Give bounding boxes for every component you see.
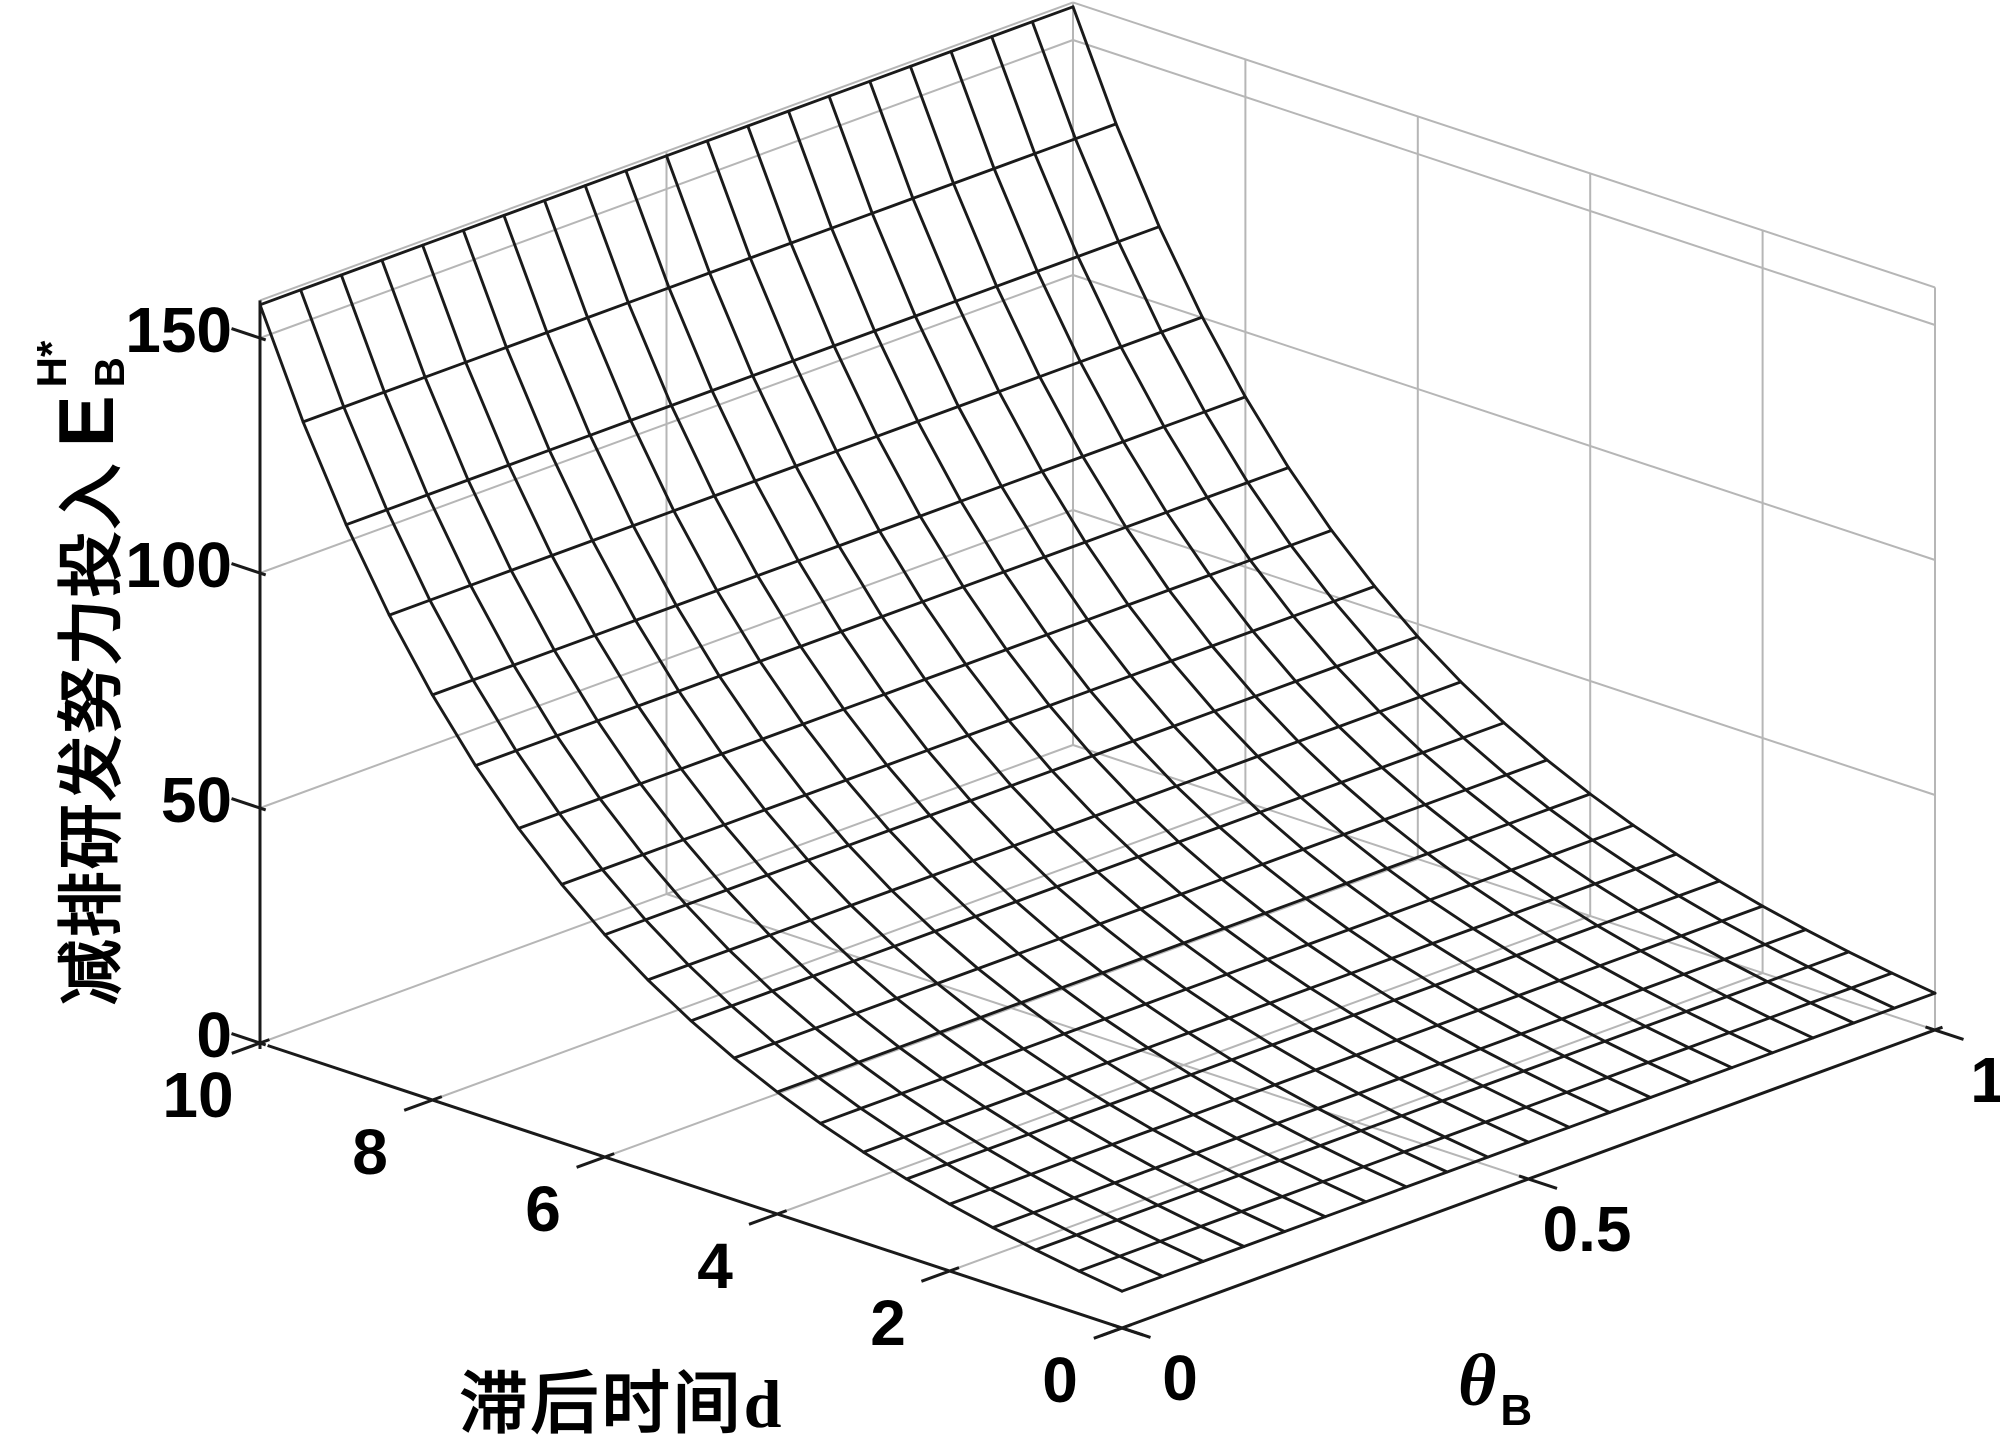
mesh-line-constant-d bbox=[775, 792, 1592, 1094]
y-axis-title: θB bbox=[1458, 1344, 1532, 1433]
theta-tick-label: 1 bbox=[1970, 1044, 2000, 1116]
mesh-line-constant-theta bbox=[299, 288, 1165, 1278]
theta-tick-label: 0 bbox=[1162, 1342, 1198, 1414]
d-tick bbox=[403, 1095, 443, 1112]
z-axis-title-superscript: H* bbox=[28, 340, 75, 388]
wall-top-edge-right bbox=[1072, 1, 1936, 289]
z-tick-label: 50 bbox=[161, 764, 232, 836]
mesh-wireframe bbox=[258, 5, 1937, 1293]
d-tick bbox=[920, 1266, 960, 1283]
wall-gridline-z bbox=[1072, 274, 1936, 561]
z-tick-label: 0 bbox=[196, 999, 232, 1071]
mesh-line-constant-d bbox=[732, 758, 1549, 1060]
d-tick bbox=[748, 1209, 788, 1226]
d-tick bbox=[231, 1038, 270, 1055]
mesh-line-constant-d bbox=[689, 721, 1506, 1023]
z-tick-label: 150 bbox=[125, 294, 232, 366]
mesh-line-constant-d bbox=[258, 5, 1075, 307]
z-tick bbox=[231, 562, 267, 577]
mesh-line-constant-theta bbox=[258, 303, 1124, 1293]
wall-gridline-z bbox=[1072, 39, 1936, 326]
mesh-line-constant-d bbox=[861, 852, 1678, 1154]
d-tick-label: 10 bbox=[162, 1059, 233, 1131]
floor-right-edge bbox=[1072, 744, 1936, 1031]
tick-labels: 0 50 100 150 10 8 6 4 2 0 0 0.5 1 bbox=[125, 294, 2000, 1416]
mesh-line-constant-d bbox=[948, 904, 1765, 1206]
x-axis-title: 滞后时间d bbox=[459, 1366, 785, 1440]
z-tick bbox=[231, 327, 267, 342]
theta-tick bbox=[1518, 1174, 1558, 1190]
d-tick bbox=[576, 1152, 615, 1169]
d-tick-label: 8 bbox=[352, 1116, 388, 1188]
theta-tick bbox=[1112, 1323, 1151, 1339]
d-tick-label: 4 bbox=[697, 1230, 733, 1302]
mesh-line-constant-d bbox=[646, 680, 1463, 982]
d-tick-label: 0 bbox=[1042, 1344, 1078, 1416]
mesh-line-constant-d bbox=[905, 879, 1721, 1181]
mesh-line-constant-d bbox=[517, 528, 1334, 830]
mesh-line-constant-d bbox=[301, 122, 1118, 424]
wall-gridline-z bbox=[1072, 509, 1936, 796]
floor-gridline-d bbox=[949, 972, 1763, 1272]
d-tick-label: 2 bbox=[870, 1287, 906, 1359]
d-tick bbox=[1093, 1323, 1132, 1340]
mesh-line-constant-d bbox=[1077, 971, 1894, 1273]
mesh-line-constant-d bbox=[560, 584, 1377, 886]
mesh-line-constant-d bbox=[387, 315, 1204, 617]
mesh-line-constant-d bbox=[344, 225, 1161, 527]
floor-gridline-d bbox=[604, 858, 1419, 1158]
floor-gridline-d bbox=[776, 915, 1591, 1215]
theta-subscript: B bbox=[1500, 1386, 1533, 1435]
mesh-line-constant-d bbox=[474, 466, 1290, 768]
mesh-line-constant-d bbox=[603, 635, 1420, 937]
floor-gridline-d bbox=[432, 801, 1246, 1101]
z-axis-title-subscript: B bbox=[86, 356, 133, 388]
z-tick-label: 100 bbox=[125, 529, 232, 601]
z-axis-title: 减排研发努力投入 E H* B bbox=[28, 315, 133, 1031]
mesh-line-constant-d bbox=[430, 395, 1247, 697]
theta-tick bbox=[1925, 1025, 1964, 1041]
d-axis-line bbox=[267, 1044, 1144, 1337]
z-axis-title-text: 减排研发努力投入 bbox=[56, 461, 129, 1006]
d-tick-label: 6 bbox=[525, 1173, 561, 1245]
mesh-line-constant-d bbox=[1120, 991, 1937, 1293]
z-axis-title-scripts: H* B bbox=[28, 340, 133, 388]
mesh-line-constant-d bbox=[818, 823, 1635, 1125]
floor-gridline-theta bbox=[666, 893, 1529, 1180]
theta-tick-label: 0.5 bbox=[1543, 1193, 1632, 1265]
mesh-line-constant-d bbox=[1034, 950, 1851, 1252]
z-tick bbox=[231, 797, 267, 812]
theta-axis-line bbox=[1100, 1025, 1944, 1338]
mesh-line-constant-d bbox=[991, 928, 1808, 1230]
theta-symbol: θ bbox=[1458, 1340, 1497, 1422]
z-axis-title-variable: E bbox=[42, 395, 130, 448]
wall-grid bbox=[259, 1, 1936, 1272]
axes bbox=[231, 300, 1964, 1340]
